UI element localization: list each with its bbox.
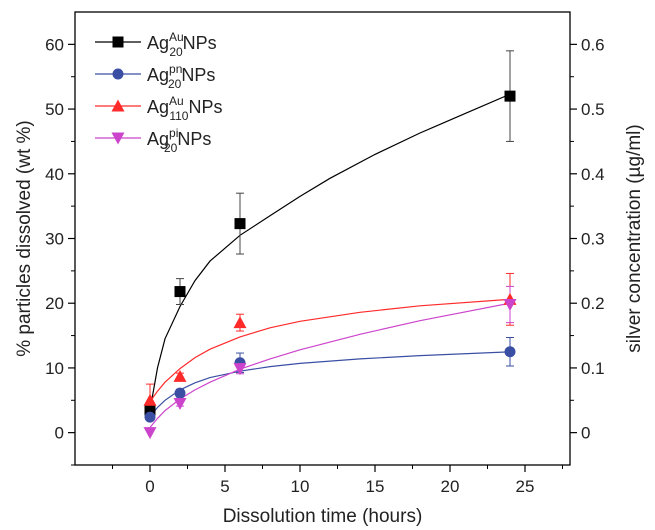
markers-group: [143, 90, 517, 440]
legend-label-tail: NPs: [188, 97, 222, 117]
fit-curve-series-0: [149, 93, 511, 411]
data-point-series-2: [233, 316, 247, 329]
y2-tick-label: 0: [581, 424, 590, 443]
legend-label-sub: 20: [168, 77, 182, 91]
legend-label-tail: NPs: [177, 129, 211, 149]
legend-label-base: Ag: [147, 65, 169, 85]
data-point-series-3: [143, 427, 157, 440]
y-tick-label: 10: [45, 359, 64, 378]
legend-label-sub: 20: [164, 141, 178, 155]
data-point-series-1: [174, 387, 186, 399]
legend-marker-series-3: [111, 132, 125, 145]
y-tick-label: 0: [55, 424, 64, 443]
y2-tick-label: 0.4: [581, 165, 605, 184]
data-point-series-0: [504, 90, 516, 102]
legend-label-series-3: Agpi 20NPs: [147, 126, 211, 155]
fit-curve-series-1: [149, 351, 511, 418]
x-tick-label: 15: [366, 477, 385, 496]
data-point-series-3: [173, 398, 187, 411]
legend-label-sub: 110: [169, 109, 188, 123]
y-axis-title: % particles dissolved (wt %): [14, 120, 35, 357]
x-tick-label: 10: [291, 477, 310, 496]
x-tick-label: 5: [220, 477, 229, 496]
data-point-series-0: [174, 286, 186, 298]
x-axis-title: Dissolution time (hours): [223, 506, 423, 527]
fit-curve-series-2: [149, 298, 511, 402]
x-tick-label: 20: [441, 477, 460, 496]
data-point-series-0: [234, 218, 246, 230]
y2-tick-label: 0.6: [581, 35, 605, 54]
legend-label-series-2: AgAu 110NPs: [147, 94, 222, 123]
legend-label-series-0: AgAu 20NPs: [147, 30, 217, 59]
legend-marker-series-2: [111, 99, 125, 112]
y2-tick-label: 0.2: [581, 294, 605, 313]
legend-label-sup: pi: [169, 126, 178, 140]
data-point-series-3: [233, 363, 247, 376]
x-tick-label: 25: [516, 477, 535, 496]
y-tick-label: 20: [45, 294, 64, 313]
legend-label-base: Ag: [147, 129, 169, 149]
y-tick-label: 60: [45, 35, 64, 54]
legend-label-sup: pn: [169, 62, 182, 76]
legend-label-base: Ag: [147, 33, 169, 53]
data-point-series-1: [504, 346, 516, 358]
fit-curve-series-3: [149, 302, 511, 428]
legend-label-base: Ag: [147, 97, 169, 117]
data-point-series-0: [144, 404, 156, 416]
legend-label-tail: NPs: [181, 65, 215, 85]
legend-marker-series-0: [112, 36, 124, 48]
legend-label-sup: Au: [169, 30, 184, 44]
y2-tick-label: 0.1: [581, 359, 605, 378]
y-tick-label: 30: [45, 230, 64, 249]
legend-label-sub: 20: [169, 45, 183, 59]
legend-marker-series-1: [112, 68, 124, 80]
fit-curves-group: [149, 93, 511, 428]
x-tick-label: 0: [145, 477, 154, 496]
y2-tick-label: 0.3: [581, 230, 605, 249]
y-tick-label: 40: [45, 165, 64, 184]
y-tick-label: 50: [45, 100, 64, 119]
data-point-series-1: [144, 411, 156, 423]
legend-label-sup: Au: [169, 94, 184, 108]
axes-group: 0 5 10 15 20 25 0 10 20 30 40 50 60 0 0.1 0.2 0.3 0.4 0.5 0…: [45, 11, 605, 496]
data-point-series-3: [503, 299, 517, 312]
legend-label-tail: NPs: [183, 33, 217, 53]
data-point-series-2: [173, 369, 187, 382]
data-point-series-2: [143, 393, 157, 406]
legend-label-series-1: Agpn 20NPs: [147, 62, 215, 91]
y2-tick-label: 0.5: [581, 100, 605, 119]
y2-axis-title: silver concentration (µg/ml): [624, 124, 645, 352]
